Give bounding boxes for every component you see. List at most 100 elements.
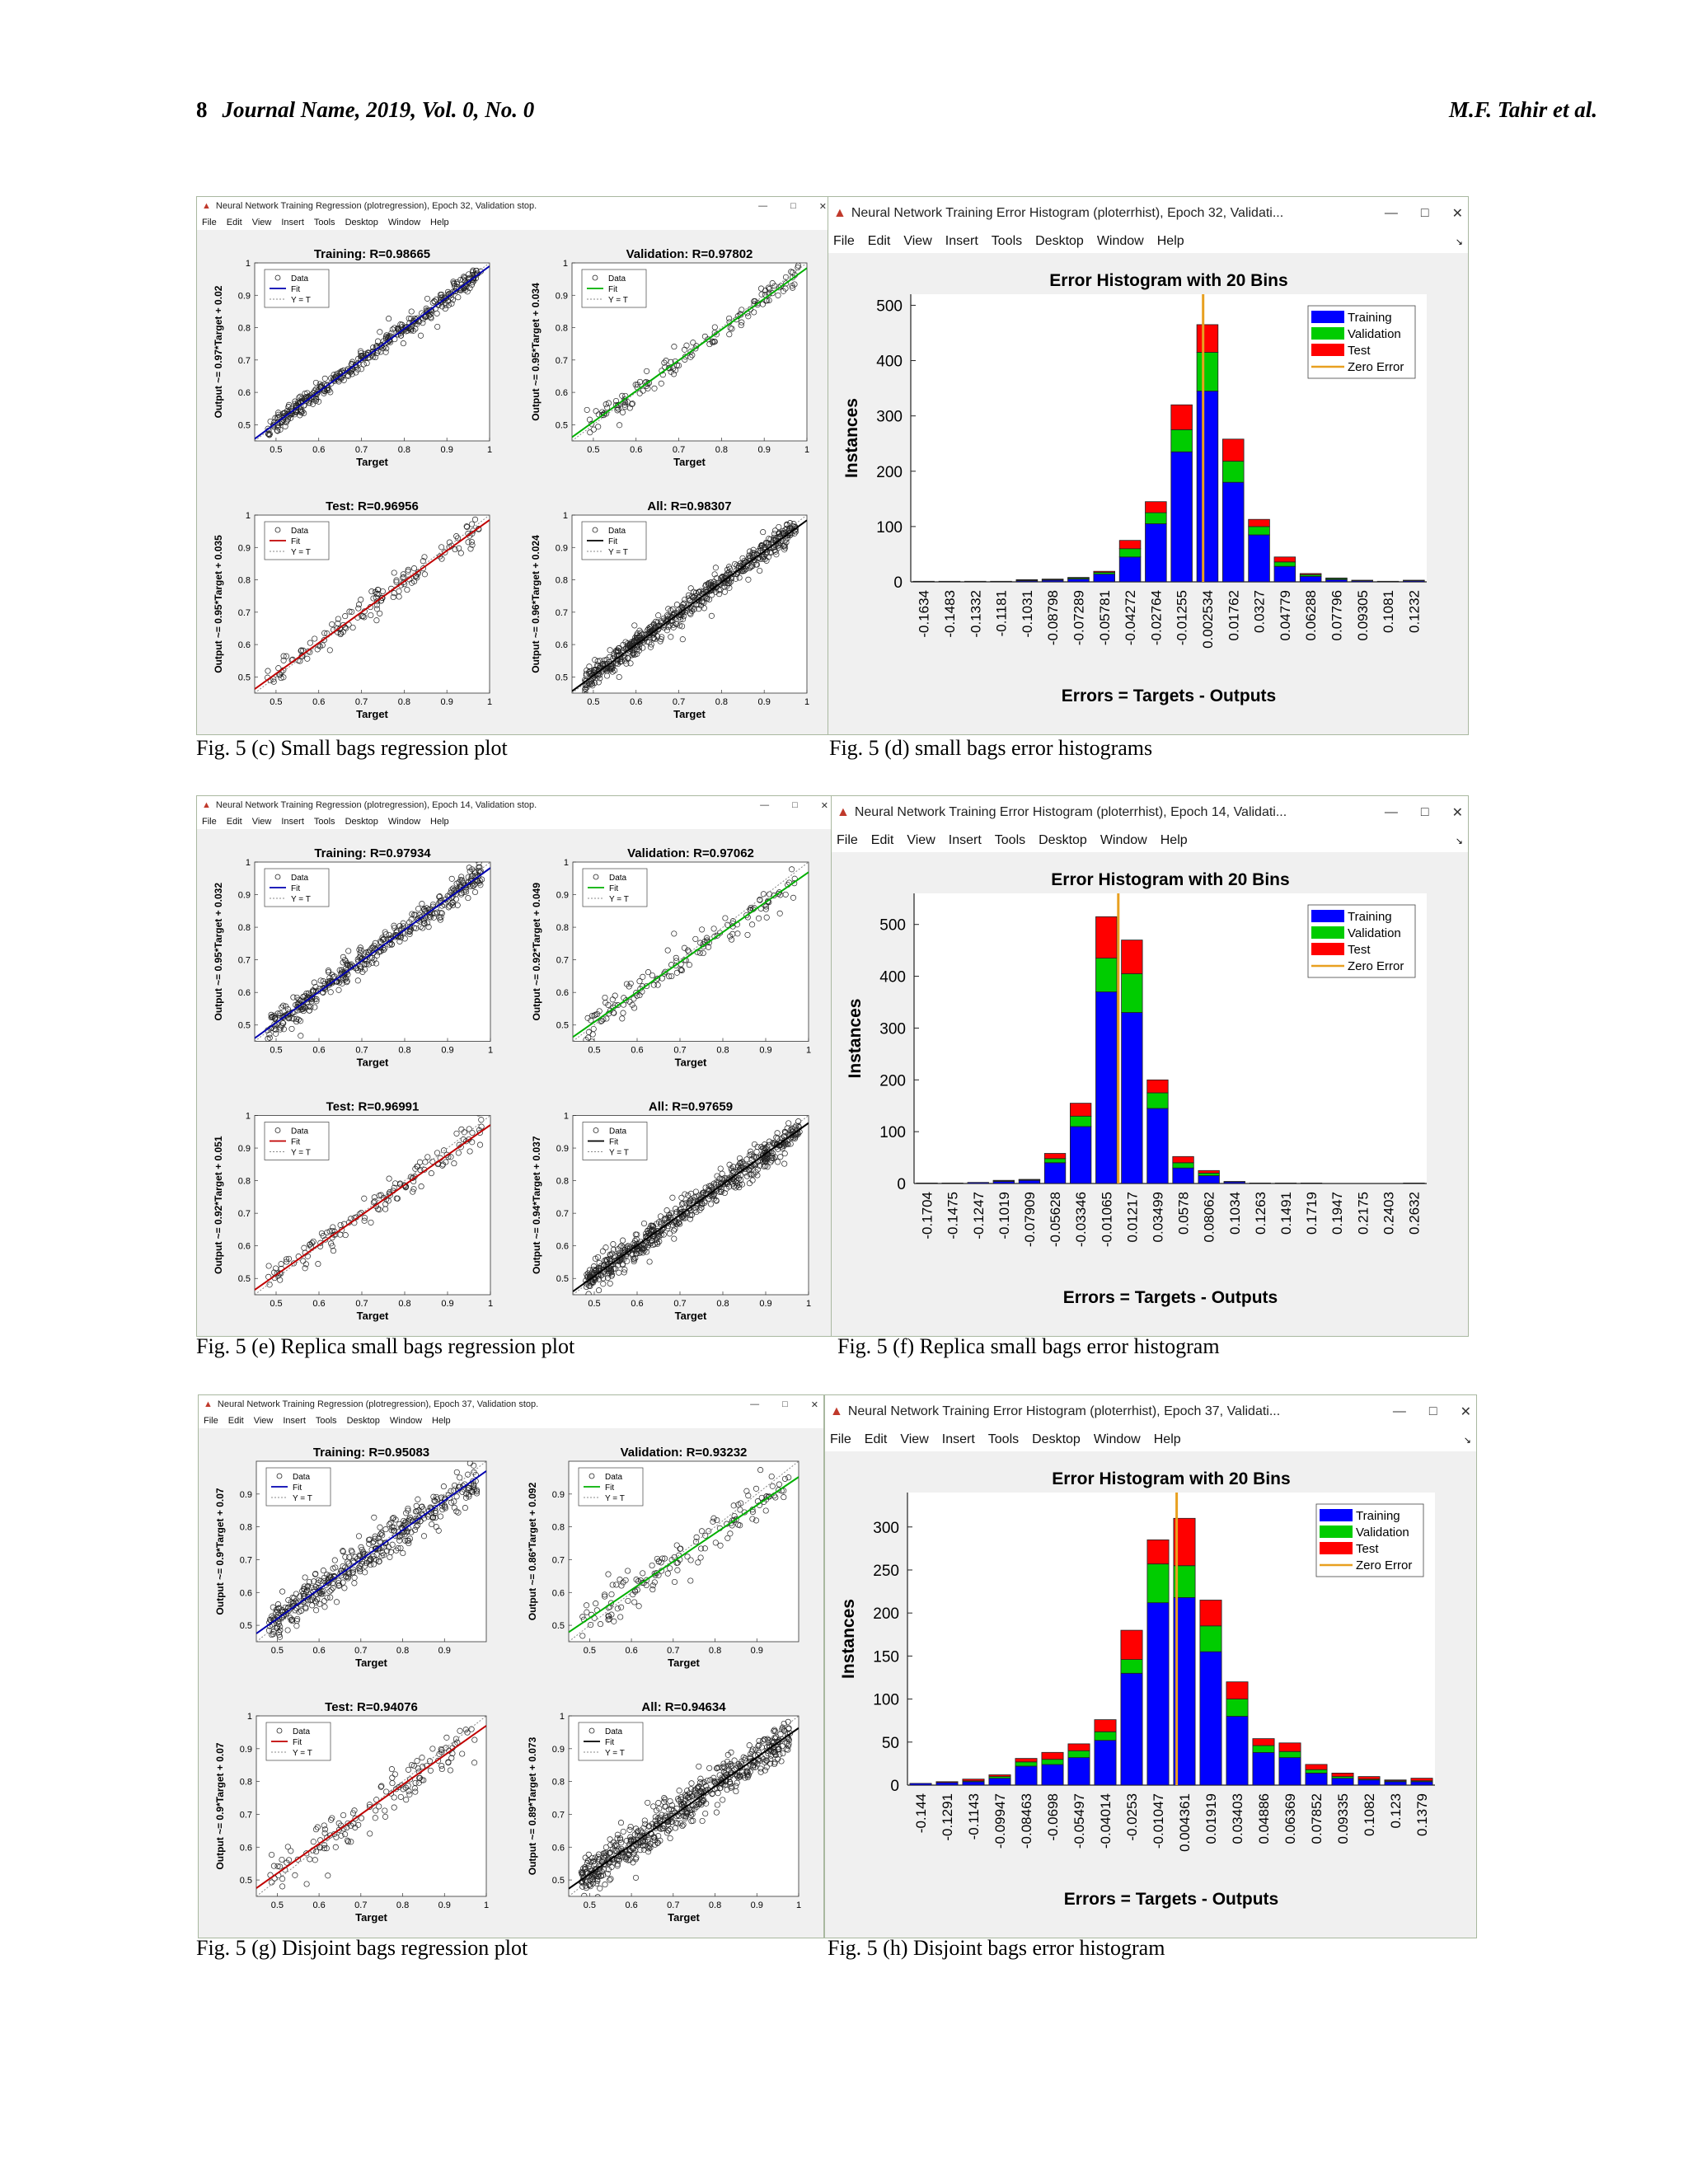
menu-item-insert[interactable]: Insert (941, 1432, 975, 1446)
data-point (362, 1563, 368, 1569)
close-button[interactable]: ✕ (1451, 207, 1463, 221)
menu-item-view[interactable]: View (903, 234, 932, 248)
bar-validation (1067, 1750, 1090, 1759)
menu-item-file[interactable]: File (830, 1432, 851, 1446)
menu-item-file[interactable]: File (202, 817, 217, 827)
menu-item-help[interactable]: Help (1153, 1432, 1181, 1446)
menu-item-desktop[interactable]: Desktop (1039, 833, 1087, 847)
menu-item-edit[interactable]: Edit (226, 218, 242, 227)
menu-item-edit[interactable]: Edit (870, 833, 894, 847)
menu-item-edit[interactable]: Edit (867, 234, 891, 248)
dock-arrow-icon[interactable]: ↘ (1455, 836, 1463, 846)
menu-item-help[interactable]: Help (430, 218, 449, 227)
data-point (666, 973, 673, 980)
menu-item-help[interactable]: Help (1156, 234, 1184, 248)
close-button[interactable]: ✕ (1451, 806, 1463, 820)
legend-label: Y = T (291, 548, 311, 557)
data-point (307, 640, 313, 646)
menu-item-tools[interactable]: Tools (315, 1416, 337, 1426)
data-point (610, 1241, 617, 1248)
menu-item-desktop[interactable]: Desktop (1032, 1432, 1081, 1446)
data-point (762, 1507, 769, 1514)
data-point (645, 385, 651, 391)
data-point (579, 1633, 586, 1639)
menu-item-view[interactable]: View (251, 218, 272, 227)
menu-item-window[interactable]: Window (1096, 234, 1144, 248)
menu-item-insert[interactable]: Insert (281, 218, 304, 227)
menu-item-window[interactable]: Window (1093, 1432, 1141, 1446)
minimize-button[interactable]: — (1384, 805, 1398, 819)
menu-item-tools[interactable]: Tools (991, 234, 1023, 248)
menu-item-file[interactable]: File (204, 1416, 218, 1426)
menu-item-desktop[interactable]: Desktop (346, 1416, 380, 1426)
data-point (676, 1788, 682, 1794)
x-axis-label: Target (673, 456, 706, 468)
menu-item-insert[interactable]: Insert (281, 817, 304, 827)
menu-item-tools[interactable]: Tools (313, 218, 335, 227)
minimize-button[interactable]: — (758, 201, 768, 211)
close-button[interactable]: ✕ (810, 1399, 818, 1410)
data-point (294, 1856, 301, 1863)
minimize-button[interactable]: — (1392, 1404, 1406, 1418)
menu-item-file[interactable]: File (833, 234, 855, 248)
menu-item-view[interactable]: View (253, 1416, 274, 1426)
menu-item-help[interactable]: Help (432, 1416, 451, 1426)
data-point (703, 1800, 710, 1807)
bar-test (1384, 1779, 1407, 1782)
menu-item-tools[interactable]: Tools (987, 1432, 1020, 1446)
data-point (762, 1146, 768, 1153)
close-button[interactable]: ✕ (820, 800, 828, 811)
y-axis-label: Output ~= 0.97*Target + 0.02 (213, 285, 224, 418)
menu-item-desktop[interactable]: Desktop (1035, 234, 1084, 248)
menu-item-insert[interactable]: Insert (945, 234, 978, 248)
menu-item-edit[interactable]: Edit (227, 1416, 244, 1426)
menu-item-help[interactable]: Help (1160, 833, 1188, 847)
data-point (321, 375, 328, 382)
x-tick-label: 0.6 (625, 1646, 637, 1656)
data-point (429, 1521, 435, 1528)
data-point (592, 1255, 598, 1262)
menu-item-tools[interactable]: Tools (313, 817, 335, 827)
data-point (321, 630, 328, 636)
menu-item-insert[interactable]: Insert (283, 1416, 306, 1426)
menu-item-window[interactable]: Window (389, 1416, 423, 1426)
data-point (404, 587, 410, 593)
menu-item-view[interactable]: View (907, 833, 935, 847)
data-point (458, 891, 465, 898)
close-button[interactable]: ✕ (1460, 1405, 1471, 1419)
maximize-button[interactable]: □ (790, 201, 796, 211)
minimize-button[interactable]: — (760, 800, 770, 810)
maximize-button[interactable]: □ (782, 1399, 788, 1409)
maximize-button[interactable]: □ (792, 800, 798, 810)
menu-item-desktop[interactable]: Desktop (345, 218, 378, 227)
legend-swatch-training (1320, 1509, 1353, 1521)
maximize-button[interactable]: □ (1428, 1404, 1437, 1418)
data-point (476, 1115, 481, 1117)
menu-item-edit[interactable]: Edit (226, 817, 242, 827)
menu-item-window[interactable]: Window (1100, 833, 1147, 847)
close-button[interactable]: ✕ (818, 201, 827, 212)
maximize-button[interactable]: □ (1420, 206, 1429, 220)
menu-item-window[interactable]: Window (387, 817, 421, 827)
dock-arrow-icon[interactable]: ↘ (1463, 1435, 1471, 1446)
dock-arrow-icon[interactable]: ↘ (1455, 237, 1463, 247)
menu-item-tools[interactable]: Tools (994, 833, 1026, 847)
menu-item-desktop[interactable]: Desktop (345, 817, 378, 827)
menu-item-help[interactable]: Help (430, 817, 449, 827)
menu-item-edit[interactable]: Edit (864, 1432, 888, 1446)
menu-item-view[interactable]: View (900, 1432, 929, 1446)
menu-item-window[interactable]: Window (387, 218, 421, 227)
data-point (277, 1010, 284, 1017)
minimize-button[interactable]: — (1384, 206, 1398, 220)
menu-item-file[interactable]: File (202, 218, 217, 227)
minimize-button[interactable]: — (750, 1399, 760, 1409)
menu-item-view[interactable]: View (251, 817, 272, 827)
menu-item-insert[interactable]: Insert (948, 833, 982, 847)
menu-item-file[interactable]: File (837, 833, 858, 847)
data-point (321, 1822, 327, 1829)
maximize-button[interactable]: □ (1420, 805, 1429, 819)
x-tick-label: -0.1704 (920, 1192, 935, 1240)
x-axis-label: Target (675, 1310, 707, 1322)
bar-training (1376, 580, 1400, 583)
